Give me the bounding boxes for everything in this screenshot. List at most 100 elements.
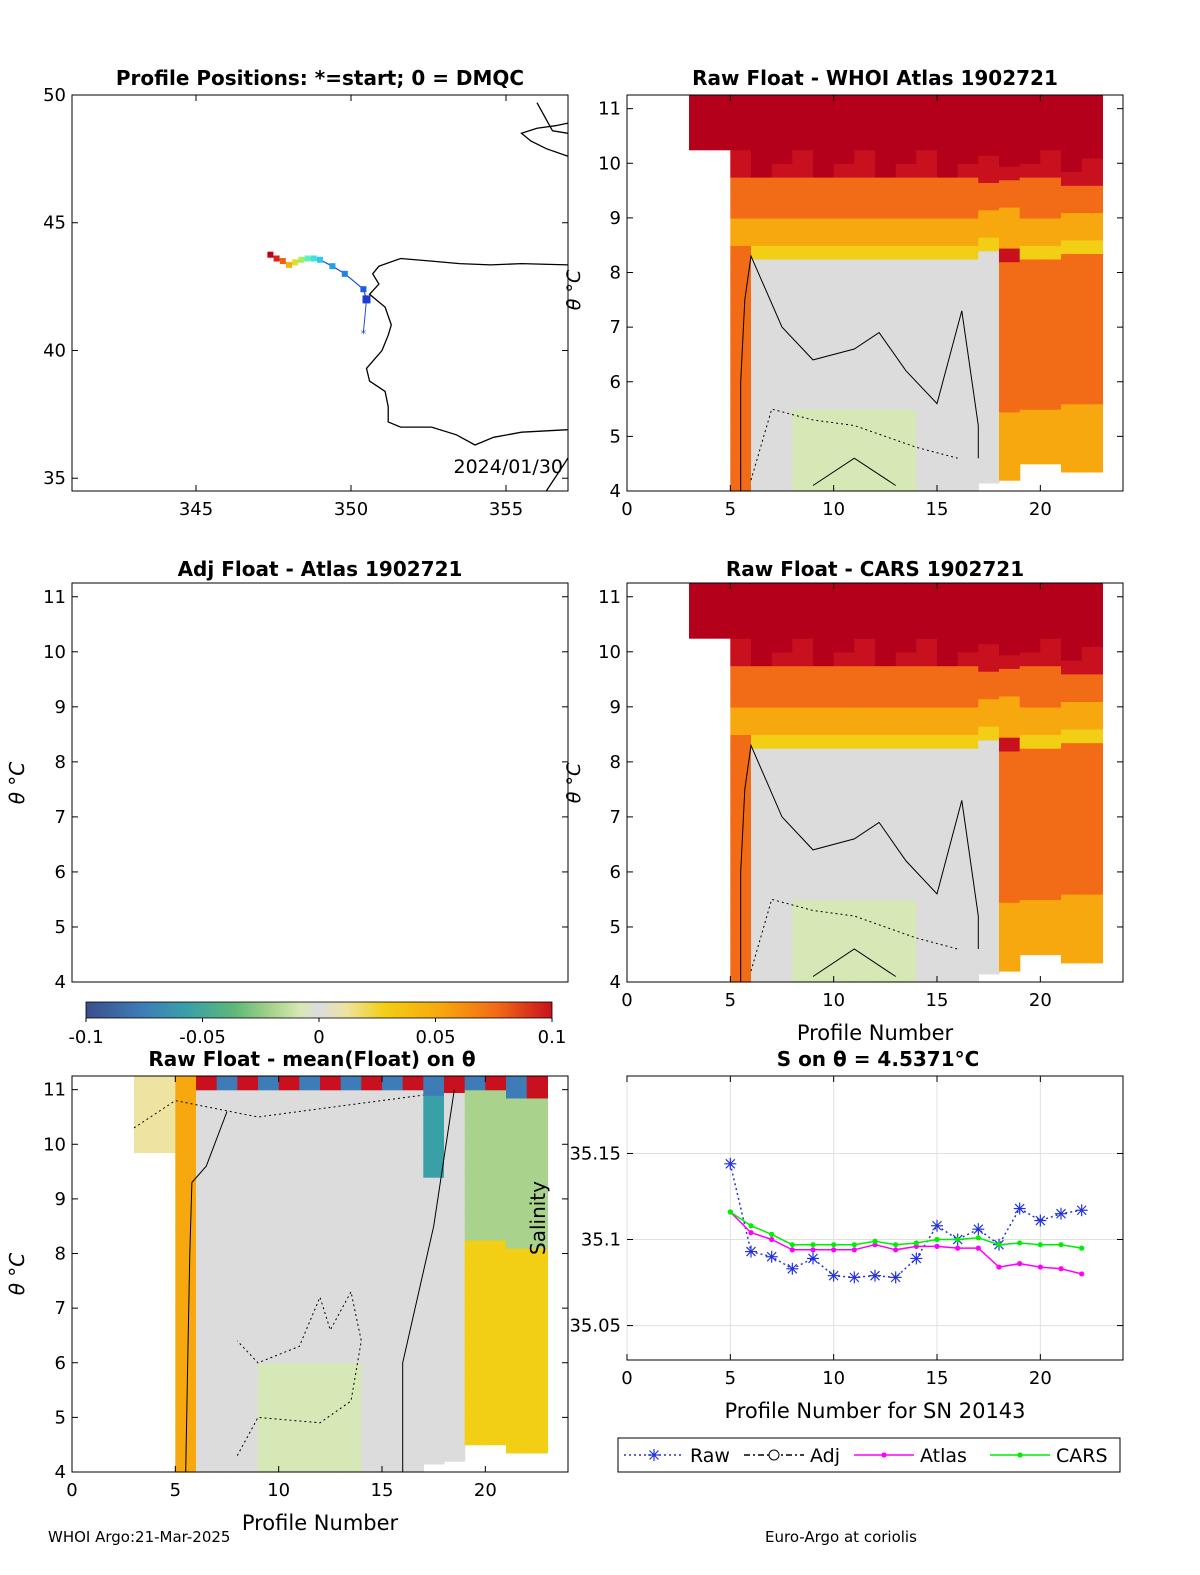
heatmap-cell <box>216 1103 238 1118</box>
heatmap-cell <box>1019 693 1041 708</box>
heatmap-cell <box>1040 368 1062 383</box>
colorbar-tick-label: -0.05 <box>179 1027 226 1048</box>
heatmap-cell <box>1061 742 1083 757</box>
heatmap-cell <box>771 286 793 301</box>
heatmap-cell <box>771 679 793 694</box>
heatmap-cell <box>423 1122 445 1137</box>
heatmap-cell <box>1040 381 1062 397</box>
legend-label: Raw <box>690 1445 730 1467</box>
heatmap-cell <box>237 1294 259 1309</box>
heatmap-cell <box>1061 130 1083 145</box>
heatmap-cell <box>1019 651 1041 667</box>
heatmap-cell <box>278 1349 300 1364</box>
x-tick-label: 0 <box>66 1480 77 1501</box>
heatmap-cell <box>730 844 752 859</box>
heatmap-cell <box>813 665 835 680</box>
heatmap-cell <box>813 693 835 708</box>
heatmap-cell <box>485 1308 507 1323</box>
heatmap-cell <box>833 286 855 301</box>
heatmap-cell <box>1019 858 1041 873</box>
heatmap-cell <box>299 1362 321 1378</box>
heatmap-cell <box>751 190 773 205</box>
heatmap-cell <box>937 176 959 192</box>
data-point-raw <box>807 1252 819 1265</box>
heatmap-cell <box>1040 340 1062 356</box>
heatmap-cell <box>978 332 1000 347</box>
heatmap-cell <box>299 1390 321 1405</box>
coastline-segment <box>536 102 569 134</box>
heatmap-cell <box>957 927 979 942</box>
heatmap-cell <box>833 761 855 777</box>
heatmap-cell <box>937 354 959 369</box>
y-tick-label: 5 <box>55 917 66 938</box>
heatmap-cell <box>382 1349 404 1364</box>
heatmap-cell <box>526 1234 548 1249</box>
positions-axes <box>71 94 569 492</box>
heatmap-cell <box>937 679 959 694</box>
heatmap-cell <box>402 1144 424 1159</box>
heatmap-cell <box>957 583 979 598</box>
heatmap-cell <box>320 1294 342 1309</box>
heatmap-cell <box>320 1226 342 1241</box>
heatmap-cell <box>485 1417 507 1432</box>
heatmap-cell <box>957 217 979 233</box>
y-tick-label: 5 <box>55 1407 66 1428</box>
salinity-title: S on θ = 4.5371°C <box>777 1047 980 1071</box>
heatmap-cell <box>916 286 938 301</box>
heatmap-cell <box>957 940 979 956</box>
heatmap-cell <box>916 761 938 777</box>
panel-salinity: S on θ = 4.5371°C 0 5 10 15 2035.0535.135.15… <box>526 1047 1124 1423</box>
heatmap-cell <box>1040 761 1062 777</box>
heatmap-cell <box>916 327 938 342</box>
heatmap-cell <box>833 368 855 383</box>
heatmap-cell <box>1040 286 1062 301</box>
heatmap-cell <box>444 1379 466 1394</box>
heatmap-cell <box>999 778 1021 793</box>
heatmap-cell <box>1019 340 1041 356</box>
heatmap-cell <box>216 1431 238 1446</box>
heatmap-cell <box>423 1095 445 1110</box>
heatmap-cell <box>1040 899 1062 914</box>
heatmap-cell <box>937 108 959 123</box>
heatmap-cell <box>340 1226 362 1241</box>
star-stroke <box>973 1224 984 1235</box>
heatmap-cell <box>444 1215 466 1230</box>
heatmap-cell <box>978 373 1000 388</box>
heatmap-cell <box>978 918 1000 934</box>
heatmap-cell <box>751 899 773 914</box>
heatmap-cell <box>258 1349 280 1364</box>
heatmap-cell <box>464 1117 486 1132</box>
heatmap-cell <box>361 1212 383 1227</box>
y-tick-label: 8 <box>610 752 621 773</box>
heatmap-cell <box>444 1406 466 1421</box>
heatmap-cell <box>854 651 876 667</box>
heatmap-cell <box>340 1198 362 1214</box>
heatmap-cell <box>175 1335 197 1350</box>
heatmap-cell <box>854 395 876 410</box>
heatmap-cell <box>237 1403 259 1418</box>
heatmap-cell <box>833 638 855 653</box>
heatmap-cell <box>1061 797 1083 812</box>
heatmap-cell <box>854 734 876 749</box>
heatmap-cell <box>278 1185 300 1200</box>
heatmap-cell <box>792 409 814 424</box>
heatmap-cell <box>216 1076 238 1091</box>
coastline-segment <box>365 257 569 446</box>
heatmap-cell <box>175 1376 197 1391</box>
heatmap-cell <box>771 940 793 956</box>
heatmap-cell <box>258 1171 280 1186</box>
heatmap-cell <box>154 1111 176 1126</box>
heatmap-cell <box>937 204 959 219</box>
heatmap-cell <box>978 657 1000 672</box>
heatmap-cell <box>854 913 876 928</box>
heatmap-cell <box>340 1390 362 1405</box>
heatmap-cell <box>444 1310 466 1326</box>
heatmap-cell <box>1061 591 1083 606</box>
heatmap-cell <box>895 299 917 315</box>
heatmap-cell <box>526 1166 548 1181</box>
heatmap-cell <box>978 278 1000 293</box>
heatmap-cell <box>1061 583 1083 592</box>
heatmap-cell <box>730 231 752 246</box>
heatmap-cell <box>771 122 793 137</box>
heatmap-cell <box>978 127 1000 143</box>
